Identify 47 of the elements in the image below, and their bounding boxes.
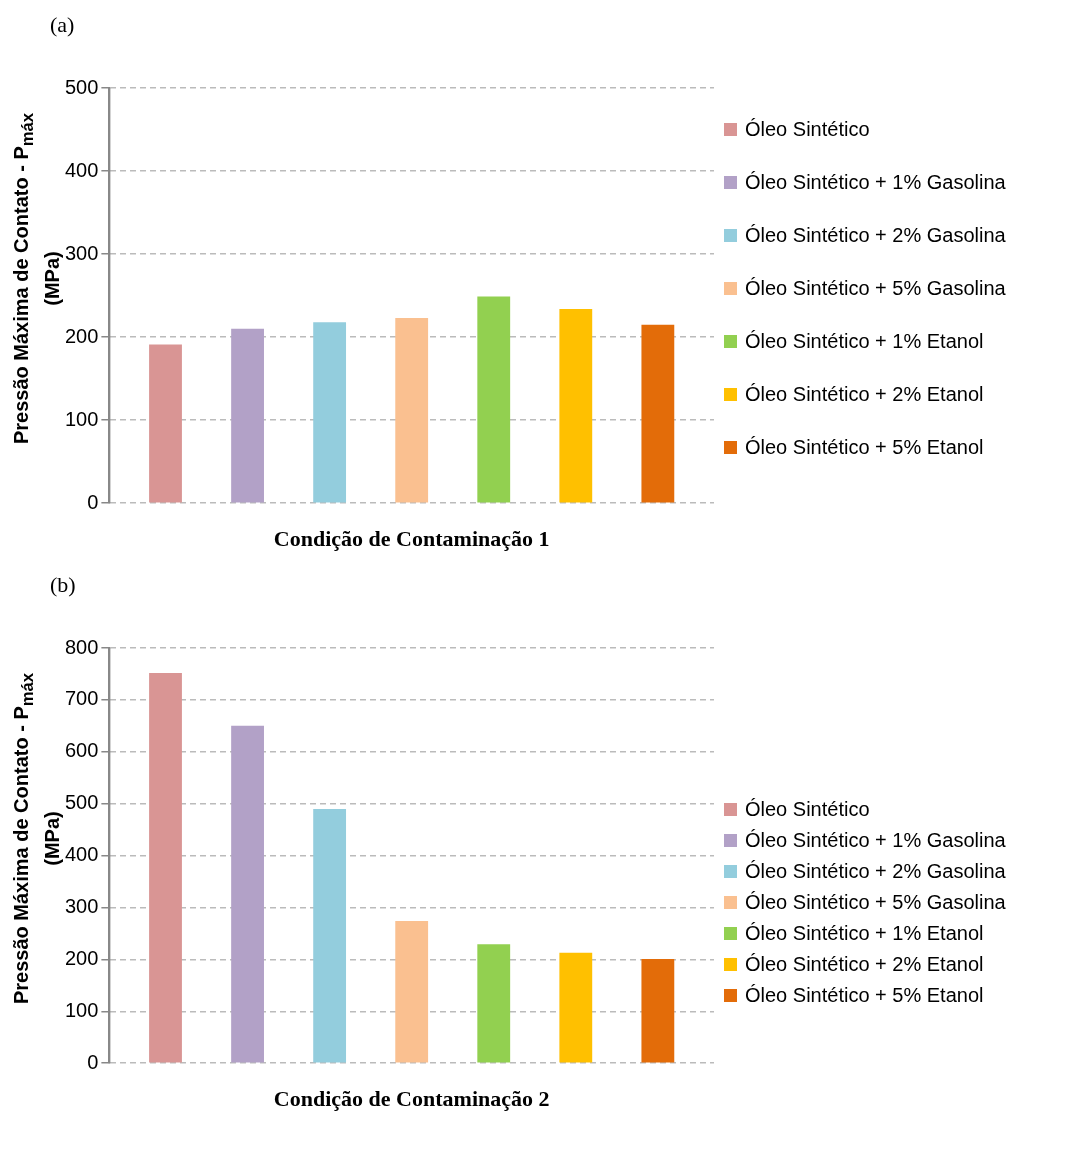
y-tick-label: 300 [64, 895, 99, 918]
legend-label: Óleo Sintético + 2% Gasolina [745, 860, 1006, 883]
bar [149, 344, 182, 503]
bar [231, 328, 264, 503]
bar [395, 920, 429, 1063]
bar [477, 944, 511, 1063]
bar [313, 322, 347, 503]
bar [559, 308, 593, 503]
x-axis-title: Condição de Contaminação 1 [273, 526, 550, 552]
legend-label: Óleo Sintético + 5% Gasolina [745, 891, 1006, 914]
legend-label: Óleo Sintético + 1% Etanol [745, 922, 984, 945]
bar [477, 296, 511, 503]
bar [231, 725, 264, 1063]
legend-label: Óleo Sintético + 1% Etanol [745, 330, 984, 353]
y-tick-label: 500 [64, 791, 99, 814]
legend-label: Óleo Sintético [745, 118, 870, 141]
legend-label: Óleo Sintético + 5% Gasolina [745, 277, 1006, 300]
chart-title: (a) [50, 12, 75, 38]
y-tick-label: 300 [64, 241, 99, 264]
y-tick-label: 500 [64, 75, 99, 98]
bar [559, 952, 593, 1063]
y-tick-label: 800 [64, 635, 99, 658]
y-tick-label: 100 [64, 407, 99, 430]
y-tick-label: 100 [64, 998, 99, 1021]
bar [149, 672, 182, 1063]
legend-label: Óleo Sintético + 5% Etanol [745, 984, 984, 1007]
bar [641, 324, 675, 503]
legend-label: Óleo Sintético + 2% Gasolina [745, 224, 1006, 247]
y-tick-label: 0 [87, 1050, 99, 1073]
y-tick-label: 0 [87, 490, 99, 513]
legend-label: Óleo Sintético + 2% Etanol [745, 383, 984, 406]
bar [395, 318, 429, 503]
chart-title: (b) [50, 572, 76, 598]
x-axis-title: Condição de Contaminação 2 [273, 1086, 550, 1112]
legend-label: Óleo Sintético + 1% Gasolina [745, 829, 1006, 852]
legend-label: Óleo Sintético + 2% Etanol [745, 953, 984, 976]
bar [641, 958, 675, 1063]
y-tick-label: 400 [64, 158, 99, 181]
y-tick-label: 700 [64, 687, 99, 710]
y-tick-label: 200 [64, 324, 99, 347]
legend-label: Óleo Sintético + 1% Gasolina [745, 171, 1006, 194]
bar [313, 808, 347, 1063]
legend-label: Óleo Sintético + 5% Etanol [745, 436, 984, 459]
y-tick-label: 200 [64, 946, 99, 969]
y-tick-label: 400 [64, 843, 99, 866]
legend-label: Óleo Sintético [745, 798, 870, 821]
y-tick-label: 600 [64, 739, 99, 762]
